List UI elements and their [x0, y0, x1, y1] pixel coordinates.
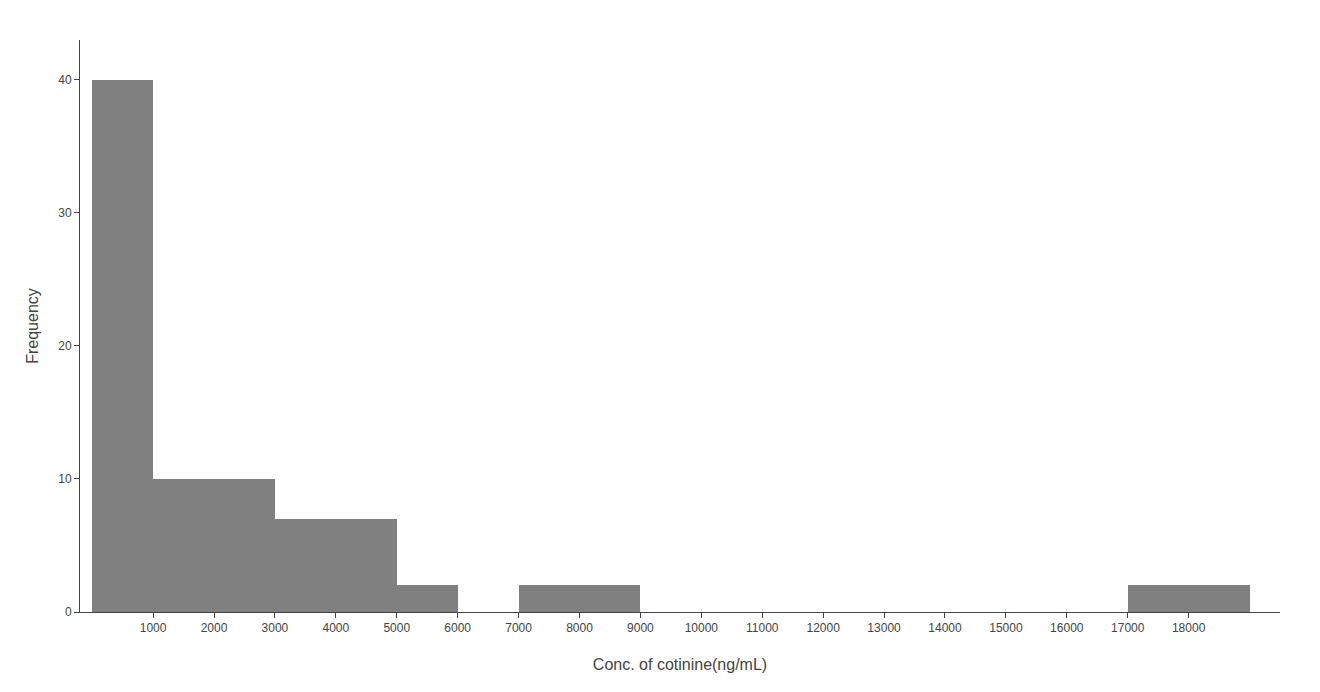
- svg-text:3000: 3000: [262, 621, 289, 635]
- svg-text:17000: 17000: [1111, 621, 1145, 635]
- svg-text:8000: 8000: [566, 621, 593, 635]
- svg-text:13000: 13000: [867, 621, 901, 635]
- svg-text:2000: 2000: [201, 621, 228, 635]
- svg-text:10: 10: [58, 472, 72, 486]
- svg-text:7000: 7000: [505, 621, 532, 635]
- svg-text:5000: 5000: [383, 621, 410, 635]
- svg-text:0: 0: [65, 605, 72, 619]
- svg-text:Conc. of cotinine(ng/mL): Conc. of cotinine(ng/mL): [593, 656, 767, 673]
- svg-text:6000: 6000: [444, 621, 471, 635]
- svg-text:14000: 14000: [928, 621, 962, 635]
- svg-text:10000: 10000: [685, 621, 719, 635]
- svg-text:1000: 1000: [140, 621, 167, 635]
- svg-text:9000: 9000: [627, 621, 654, 635]
- svg-text:16000: 16000: [1050, 621, 1084, 635]
- svg-text:40: 40: [58, 73, 72, 87]
- svg-text:18000: 18000: [1172, 621, 1206, 635]
- svg-text:11000: 11000: [746, 621, 779, 635]
- svg-text:12000: 12000: [806, 621, 840, 635]
- svg-text:30: 30: [58, 206, 72, 220]
- svg-text:15000: 15000: [989, 621, 1023, 635]
- svg-text:4000: 4000: [322, 621, 349, 635]
- svg-text:20: 20: [58, 339, 72, 353]
- svg-text:Frequency: Frequency: [24, 288, 41, 364]
